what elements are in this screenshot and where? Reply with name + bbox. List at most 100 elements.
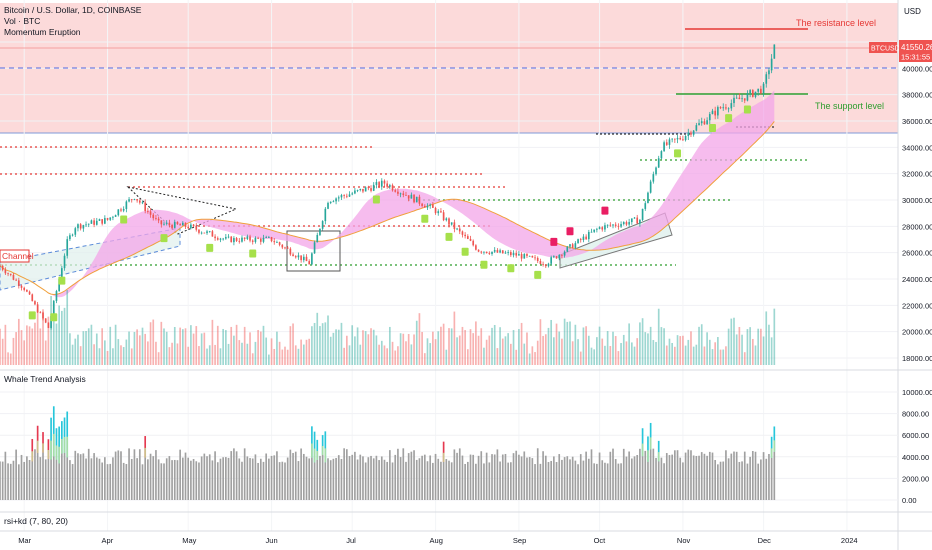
whale-bar	[104, 457, 106, 500]
whale-mid	[66, 436, 69, 458]
volume-bar	[101, 328, 104, 365]
volume-bar	[28, 326, 31, 365]
price-tick: 36000.00	[902, 117, 932, 126]
volume-indicator-title[interactable]: Vol · BTC	[4, 16, 40, 26]
volume-bar	[165, 331, 168, 365]
volume-bar	[343, 347, 345, 365]
whale-bar	[389, 450, 391, 500]
whale-bar	[579, 454, 582, 500]
candle-body	[50, 315, 52, 328]
candle-body	[63, 255, 66, 269]
candle-body	[181, 222, 184, 226]
momentum-indicator-title[interactable]: Momentum Eruption	[4, 27, 81, 37]
candle-body	[216, 238, 219, 240]
candle-body	[668, 139, 671, 145]
whale-pane-title[interactable]: Whale Trend Analysis	[4, 374, 86, 384]
candle-body	[319, 228, 321, 235]
candle-body	[574, 243, 577, 249]
whale-bar	[652, 448, 655, 500]
whale-bar	[230, 451, 233, 500]
volume-bar	[413, 334, 415, 365]
whale-bar	[746, 463, 749, 500]
volume-bar	[402, 333, 405, 365]
candle-body	[101, 219, 104, 224]
candle-body	[313, 242, 316, 254]
whale-bar	[566, 456, 569, 500]
last-price-tag-box	[899, 40, 932, 62]
candle-body	[117, 209, 120, 216]
buy-signal-badge	[120, 215, 128, 224]
whale-bar	[386, 461, 388, 500]
whale-bar	[251, 458, 254, 500]
volume-bar	[52, 304, 55, 365]
volume-bar	[464, 330, 466, 365]
whale-bar	[356, 459, 359, 500]
whale-bar	[179, 449, 181, 500]
whale-spike	[66, 411, 69, 458]
candle-body	[82, 225, 85, 229]
whale-bar	[93, 453, 95, 500]
volume-bar	[518, 329, 520, 365]
whale-bar	[15, 449, 17, 500]
whale-bar	[316, 459, 319, 500]
whale-tick: 2000.00	[902, 474, 929, 483]
volume-bar	[292, 323, 294, 365]
volume-bar	[558, 331, 561, 365]
symbol-line[interactable]: Bitcoin / U.S. Dollar, 1D, COINBASE	[4, 5, 142, 15]
volume-bar	[426, 338, 429, 365]
volume-bar	[200, 333, 203, 365]
candle-body	[133, 199, 136, 200]
candle-body	[348, 194, 351, 197]
volume-bar	[356, 327, 359, 365]
whale-bar	[47, 458, 50, 500]
whale-bar	[536, 448, 539, 500]
whale-bar	[593, 463, 596, 500]
candle-body	[332, 201, 335, 203]
volume-bar	[636, 338, 639, 365]
volume-bar	[706, 332, 708, 365]
volume-bar	[553, 337, 555, 365]
rsi-pane-title[interactable]: rsi+kd (7, 80, 20)	[4, 516, 68, 526]
whale-mid	[313, 448, 316, 463]
whale-bar	[173, 459, 176, 500]
whale-bar	[262, 461, 265, 500]
candle-body	[499, 250, 501, 253]
volume-bar	[652, 340, 655, 365]
whale-bar	[472, 454, 475, 500]
whale-bar	[39, 457, 42, 500]
whale-bar	[359, 454, 362, 500]
whale-mid	[31, 451, 34, 462]
volume-bar	[735, 334, 738, 365]
candle-body	[383, 180, 386, 184]
whale-spike	[649, 422, 652, 450]
volume-bar	[9, 353, 12, 365]
whale-bar	[601, 460, 604, 500]
buy-signal-badge	[445, 232, 453, 241]
whale-bar	[507, 462, 509, 500]
whale-bar	[289, 449, 292, 500]
volume-bar	[448, 328, 450, 365]
candle-body	[641, 208, 644, 220]
candle-body	[700, 121, 703, 124]
volume-bar	[211, 319, 214, 365]
whale-bar	[674, 450, 676, 500]
whale-bar	[426, 461, 429, 500]
whale-bar	[628, 451, 630, 500]
volume-bar	[270, 338, 273, 365]
whale-bar	[622, 448, 625, 500]
time-tick: May	[182, 536, 196, 545]
volume-bar	[300, 339, 302, 365]
whale-bar	[155, 450, 157, 500]
volume-bar	[579, 351, 582, 365]
whale-bar	[504, 453, 507, 500]
signal-badges	[28, 105, 751, 322]
currency-label[interactable]: USD	[904, 7, 921, 16]
candle-body	[168, 222, 171, 226]
whale-bar	[348, 456, 351, 500]
whale-bar	[101, 462, 104, 500]
volume-bar	[109, 326, 112, 365]
candle-body	[147, 210, 149, 212]
volume-bar	[625, 341, 628, 365]
whale-bar	[714, 459, 717, 500]
